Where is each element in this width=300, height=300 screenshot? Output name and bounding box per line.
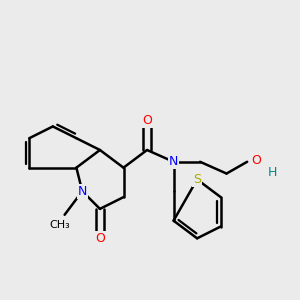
Text: H: H [268, 166, 277, 178]
Text: O: O [142, 114, 152, 127]
Text: N: N [169, 155, 178, 168]
Text: S: S [193, 173, 201, 186]
Text: N: N [78, 185, 87, 198]
Text: CH₃: CH₃ [50, 220, 70, 230]
Text: O: O [95, 232, 105, 245]
Text: O: O [252, 154, 262, 167]
